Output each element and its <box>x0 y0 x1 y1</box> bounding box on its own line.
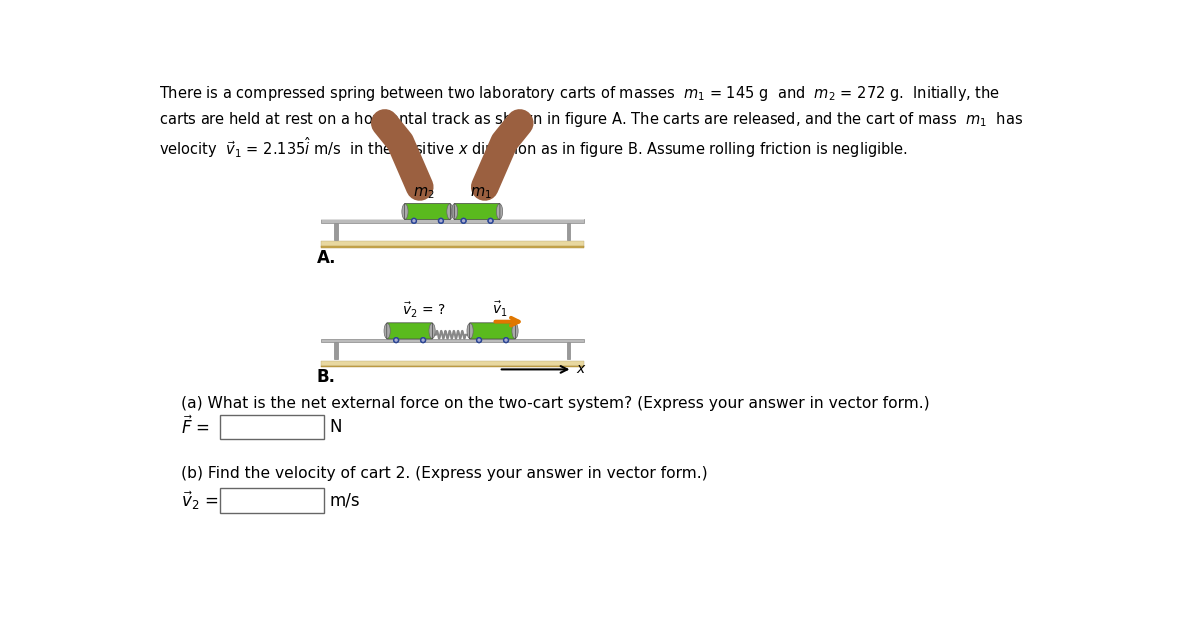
Bar <box>566 342 570 359</box>
Ellipse shape <box>446 204 454 220</box>
Circle shape <box>421 338 426 342</box>
Text: m/s: m/s <box>330 492 360 509</box>
Text: $\vec{v}_1$: $\vec{v}_1$ <box>492 300 508 319</box>
Circle shape <box>488 218 493 223</box>
Bar <box>320 365 584 367</box>
Text: $\vec{F}$ =: $\vec{F}$ = <box>181 416 210 438</box>
Circle shape <box>463 220 464 221</box>
Bar <box>449 206 456 216</box>
FancyBboxPatch shape <box>220 488 324 513</box>
Text: A.: A. <box>317 248 336 266</box>
Text: B.: B. <box>317 368 336 386</box>
FancyBboxPatch shape <box>469 323 516 339</box>
FancyBboxPatch shape <box>220 415 324 440</box>
Ellipse shape <box>467 323 473 339</box>
Bar <box>334 223 338 239</box>
FancyBboxPatch shape <box>454 204 500 220</box>
Ellipse shape <box>413 184 430 196</box>
Circle shape <box>412 218 416 223</box>
Circle shape <box>504 338 509 342</box>
Circle shape <box>490 220 492 221</box>
Bar <box>320 339 584 342</box>
Circle shape <box>461 218 466 223</box>
Circle shape <box>505 339 506 341</box>
FancyBboxPatch shape <box>386 323 432 339</box>
Circle shape <box>438 218 444 223</box>
Text: carts are held at rest on a horizontal track as shown in figure A. The carts are: carts are held at rest on a horizontal t… <box>160 110 1024 129</box>
Circle shape <box>440 220 442 221</box>
Bar <box>334 342 338 359</box>
Ellipse shape <box>512 323 518 339</box>
Circle shape <box>395 339 397 341</box>
Ellipse shape <box>384 323 390 339</box>
Circle shape <box>476 338 481 342</box>
Text: (b) Find the velocity of cart 2. (Express your answer in vector form.): (b) Find the velocity of cart 2. (Expres… <box>181 466 708 481</box>
Bar <box>320 360 584 366</box>
Bar <box>320 241 584 246</box>
Text: $m_2$: $m_2$ <box>413 185 434 201</box>
Text: $\vec{v}_2$ = ?: $\vec{v}_2$ = ? <box>402 301 445 320</box>
FancyBboxPatch shape <box>404 204 450 220</box>
Text: $m_1$: $m_1$ <box>470 185 492 201</box>
Circle shape <box>394 338 398 342</box>
Text: velocity  $\vec{v}_1$ = 2.135$\hat{i}$ m/s  in the positive $x$ direction as in : velocity $\vec{v}_1$ = 2.135$\hat{i}$ m/… <box>160 135 908 160</box>
Bar <box>566 223 570 239</box>
Ellipse shape <box>430 323 436 339</box>
Text: N: N <box>330 418 342 436</box>
Ellipse shape <box>475 184 492 196</box>
Text: (a) What is the net external force on the two-cart system? (Express your answer : (a) What is the net external force on th… <box>181 396 930 412</box>
Circle shape <box>422 339 424 341</box>
Text: $x$: $x$ <box>576 362 587 376</box>
Circle shape <box>413 220 415 221</box>
Bar <box>320 246 584 248</box>
Text: There is a compressed spring between two laboratory carts of masses  $m_1$ = 145: There is a compressed spring between two… <box>160 84 1001 104</box>
Ellipse shape <box>402 204 408 220</box>
Text: $\vec{v}_2$ =: $\vec{v}_2$ = <box>181 489 218 511</box>
Circle shape <box>478 339 480 341</box>
Bar <box>320 220 584 223</box>
Ellipse shape <box>497 204 503 220</box>
Ellipse shape <box>451 204 457 220</box>
